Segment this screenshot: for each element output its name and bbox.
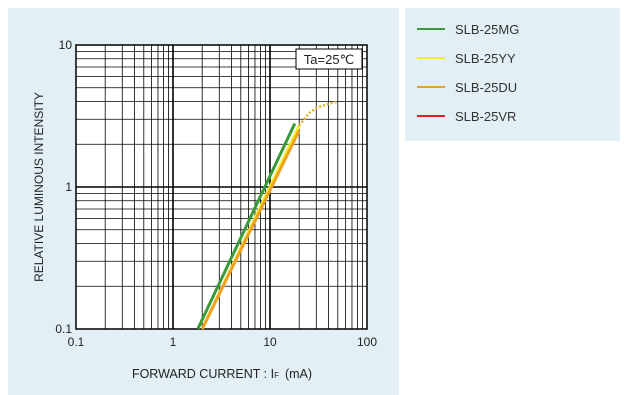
legend-label: SLB-25VR: [455, 108, 517, 124]
saturation-curve: [298, 100, 339, 127]
x-tick-label: 0.1: [68, 335, 85, 349]
y-axis-label: RELATIVE LUMINOUS INTENSITY: [32, 92, 46, 282]
y-tick-label: 0.1: [55, 322, 72, 336]
annotation-box: [295, 48, 363, 70]
legend: SLB-25MG SLB-25YY SLB-25DU SLB-25VR: [405, 8, 620, 141]
legend-item-slb-25vr: SLB-25VR: [417, 107, 516, 125]
x-tick-label: 100: [357, 335, 377, 349]
x-tick-label: 1: [170, 335, 177, 349]
x-axis-label: FORWARD CURRENT : IF (mA): [132, 367, 312, 381]
legend-swatch-slb-25vr: [417, 115, 445, 117]
legend-swatch-slb-25du: [417, 86, 445, 88]
tick-labels: 0.1 1 10 100 0.1 1 10: [55, 38, 377, 349]
legend-swatch-slb-25yy: [417, 57, 445, 59]
legend-item-slb-25du: SLB-25DU: [417, 78, 517, 96]
series-layer: [196, 100, 339, 330]
legend-label: SLB-25DU: [455, 79, 518, 95]
legend-swatch-slb-25mg: [417, 28, 445, 30]
legend-label: SLB-25MG: [455, 21, 520, 37]
annotation-label: Ta=25℃: [304, 52, 354, 67]
series-line-slb-25mg: [196, 122, 297, 330]
legend-label: SLB-25YY: [455, 50, 516, 66]
series-line-slb-25du: [200, 129, 301, 330]
y-tick-label: 1: [65, 180, 72, 194]
x-tick-label: 10: [263, 335, 277, 349]
legend-item-slb-25yy: SLB-25YY: [417, 49, 516, 67]
y-tick-label: 10: [59, 38, 73, 52]
legend-item-slb-25mg: SLB-25MG: [417, 20, 519, 38]
